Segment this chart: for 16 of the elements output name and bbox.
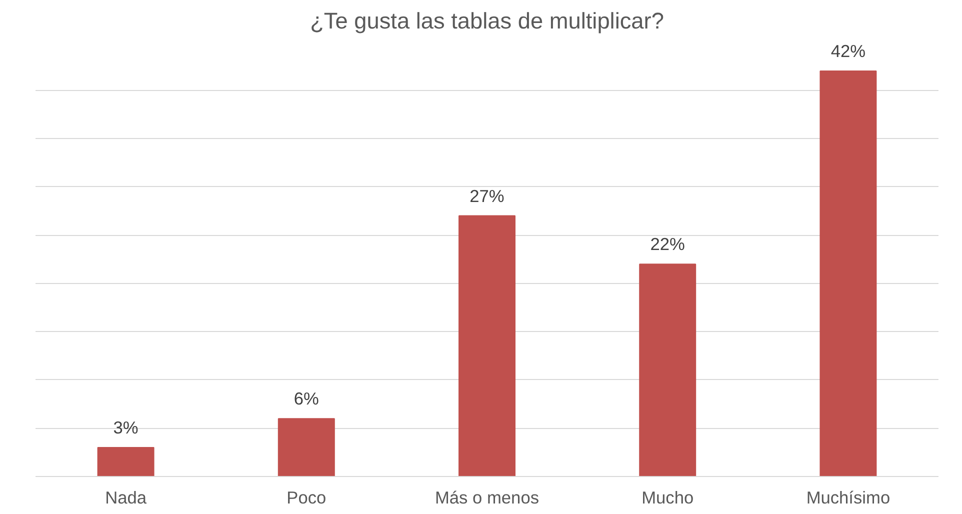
- x-tick-label: Poco: [286, 488, 326, 508]
- data-label: 3%: [113, 418, 138, 438]
- chart-title: ¿Te gusta las tablas de multiplicar?: [310, 8, 664, 34]
- data-label: 27%: [470, 186, 504, 206]
- x-tick-label: Nada: [105, 488, 147, 508]
- bar: [639, 264, 696, 476]
- bar: [458, 215, 516, 476]
- data-label: 42%: [830, 40, 866, 61]
- data-label: 22%: [650, 234, 685, 254]
- data-label: 6%: [294, 388, 319, 409]
- bar: [278, 418, 335, 476]
- bar: [820, 70, 877, 476]
- x-tick-label: Más o menos: [434, 488, 540, 508]
- bar: [97, 447, 154, 476]
- x-tick-label: Mucho: [642, 488, 694, 508]
- x-tick-label: Muchísimo: [806, 488, 890, 508]
